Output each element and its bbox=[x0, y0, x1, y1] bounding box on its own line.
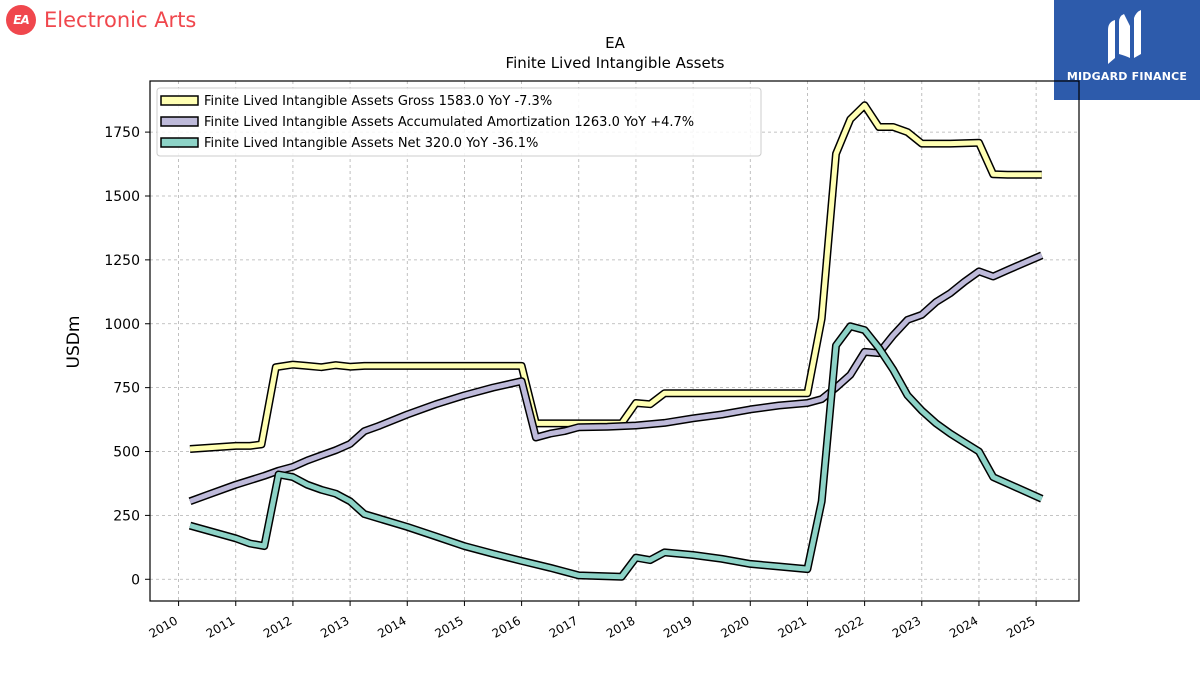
legend-box bbox=[156, 87, 762, 157]
x-tick-label: 2011 bbox=[204, 613, 237, 640]
ea-brand: EA Electronic Arts bbox=[6, 4, 196, 36]
y-axis-label: USDm bbox=[64, 316, 84, 369]
x-tick-label: 2016 bbox=[490, 613, 523, 640]
x-tick-label: 2017 bbox=[547, 613, 580, 640]
ea-logo-icon: EA bbox=[6, 5, 36, 35]
y-tick-label: 500 bbox=[113, 445, 140, 461]
y-tick-label: 250 bbox=[113, 508, 140, 524]
midgard-finance-logo: MIDGARD FINANCE bbox=[1054, 0, 1200, 100]
legend-label-amortization: Finite Lived Intangible Assets Accumulat… bbox=[204, 115, 694, 130]
y-tick-label: 1000 bbox=[104, 317, 140, 333]
x-tick-label: 2024 bbox=[947, 613, 980, 640]
plot-frame bbox=[149, 80, 1080, 602]
series-line-amortization bbox=[189, 253, 1043, 504]
midgard-mark-icon bbox=[1108, 10, 1141, 64]
x-tick-label: 2021 bbox=[775, 613, 808, 640]
y-tick-label: 1750 bbox=[104, 125, 140, 141]
y-tick-label: 1250 bbox=[104, 253, 140, 269]
series-line-gross bbox=[189, 102, 1042, 452]
chart-title: EA bbox=[605, 34, 625, 52]
y-tick-label: 0 bbox=[131, 572, 140, 588]
x-tick-label: 2015 bbox=[432, 613, 465, 640]
series-outline-amortization bbox=[188, 251, 1044, 506]
y-tick-label: 750 bbox=[113, 381, 140, 397]
company-name: Electronic Arts bbox=[44, 8, 197, 32]
legend-swatch-gross bbox=[160, 95, 199, 106]
x-tick-label: 2010 bbox=[147, 613, 180, 640]
x-tick-label: 2012 bbox=[261, 613, 294, 640]
x-tick-label: 2013 bbox=[318, 613, 351, 640]
series-layer bbox=[188, 101, 1044, 581]
series-line-net bbox=[189, 323, 1043, 580]
x-tick-label: 2018 bbox=[604, 613, 637, 640]
legend-label-net: Finite Lived Intangible Assets Net 320.0… bbox=[204, 136, 538, 151]
x-tick-label: 2019 bbox=[661, 613, 694, 640]
chart-subtitle: Finite Lived Intangible Assets bbox=[506, 54, 725, 72]
x-tick-label: 2022 bbox=[833, 613, 866, 640]
x-tick-label: 2014 bbox=[375, 613, 408, 640]
legend: Finite Lived Intangible Assets Gross 158… bbox=[156, 87, 762, 157]
legend-swatch-net bbox=[160, 137, 199, 148]
x-tick-label: 2020 bbox=[718, 613, 751, 640]
legend-swatch-amortization bbox=[160, 116, 199, 127]
partner-name: MIDGARD FINANCE bbox=[1066, 70, 1188, 83]
grid-lines bbox=[150, 81, 1079, 601]
x-tick-label: 2023 bbox=[890, 613, 923, 640]
legend-label-gross: Finite Lived Intangible Assets Gross 158… bbox=[204, 94, 552, 109]
x-tick-label: 2025 bbox=[1004, 613, 1037, 640]
y-tick-label: 1500 bbox=[104, 189, 140, 205]
